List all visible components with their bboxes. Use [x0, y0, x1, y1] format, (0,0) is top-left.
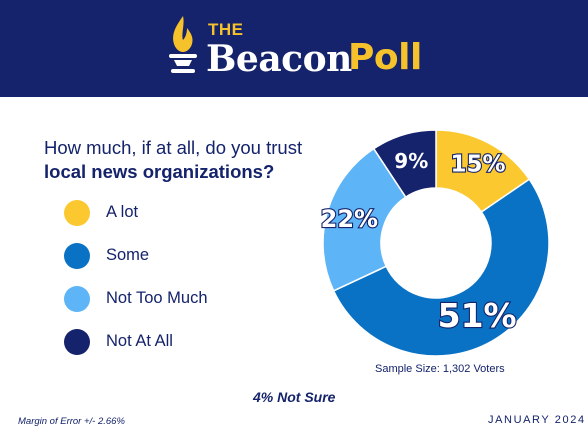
slice-label-not-at-all: 9%	[394, 149, 428, 173]
not-sure-note: 4% Not Sure	[253, 389, 336, 405]
donut-slice-a-lot	[435, 129, 531, 214]
legend-swatch-some	[64, 243, 90, 269]
slice-label-a-lot: 15%	[450, 152, 505, 178]
question-line-2: local news organizations?	[44, 161, 275, 182]
slice-label-some: 51%	[438, 296, 517, 335]
logo-beacon: Beacon	[206, 38, 352, 80]
poll-date: JANUARY 2024	[488, 414, 586, 426]
logo-poll: Poll	[348, 37, 422, 78]
header-banner: THE Beacon Poll	[0, 0, 588, 97]
legend-swatch-not-too-much	[64, 286, 90, 312]
legend-label-some: Some	[106, 246, 150, 264]
legend-label-not-at-all: Not At All	[106, 332, 173, 350]
legend-swatch-a-lot	[64, 200, 90, 226]
logo-the: THE	[208, 20, 244, 39]
donut-slice-not-too-much	[322, 147, 407, 292]
donut-slice-not-at-all	[372, 129, 437, 199]
slice-label-not-too-much: 22%	[321, 205, 378, 233]
legend-label-a-lot: A lot	[106, 203, 139, 221]
torch-icon	[169, 16, 197, 73]
legend-label-not-too-much: Not Too Much	[106, 289, 208, 307]
margin-of-error: Margin of Error +/- 2.66%	[18, 416, 125, 427]
donut-slice-some	[332, 178, 550, 357]
legend-swatch-not-at-all	[64, 329, 90, 355]
question-line-1: How much, if at all, do you trust	[44, 137, 303, 158]
sample-size: Sample Size: 1,302 Voters	[375, 363, 505, 375]
